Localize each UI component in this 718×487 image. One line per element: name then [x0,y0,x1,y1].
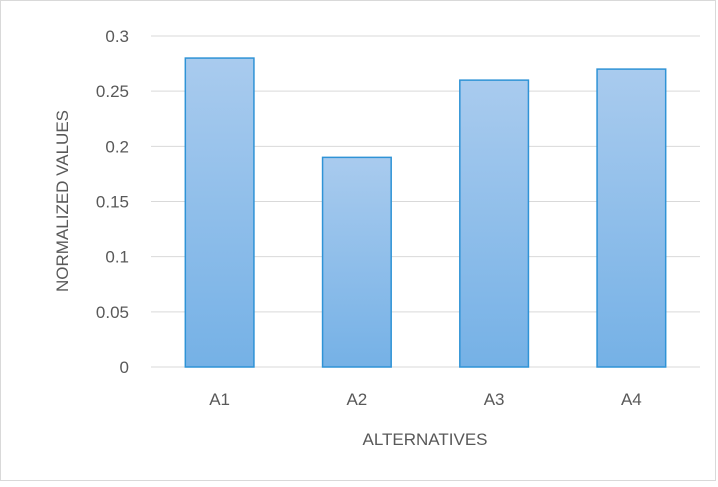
y-axis-title: NORMALIZED VALUES [53,110,72,292]
x-tick-label: A4 [621,390,642,409]
x-tick-label: A3 [484,390,505,409]
x-tick-label: A2 [346,390,367,409]
bar-a1 [185,58,254,367]
y-tick-label: 0.15 [96,193,129,212]
x-axis-ticks: A1 A2 A3 A4 [209,390,642,409]
y-tick-label: 0.1 [105,248,129,267]
bars [185,58,665,367]
y-axis-ticks: 0 0.05 0.1 0.15 0.2 0.25 0.3 [96,27,129,377]
y-tick-label: 0.2 [105,137,129,156]
x-axis-title: ALTERNATIVES [362,430,487,449]
bar-a3 [460,80,529,367]
bar-a2 [323,157,392,367]
y-tick-label: 0.25 [96,82,129,101]
bar-a4 [597,69,666,367]
y-tick-label: 0.05 [96,303,129,322]
x-tick-label: A1 [209,390,230,409]
y-tick-label: 0.3 [105,27,129,46]
y-tick-label: 0 [120,358,129,377]
